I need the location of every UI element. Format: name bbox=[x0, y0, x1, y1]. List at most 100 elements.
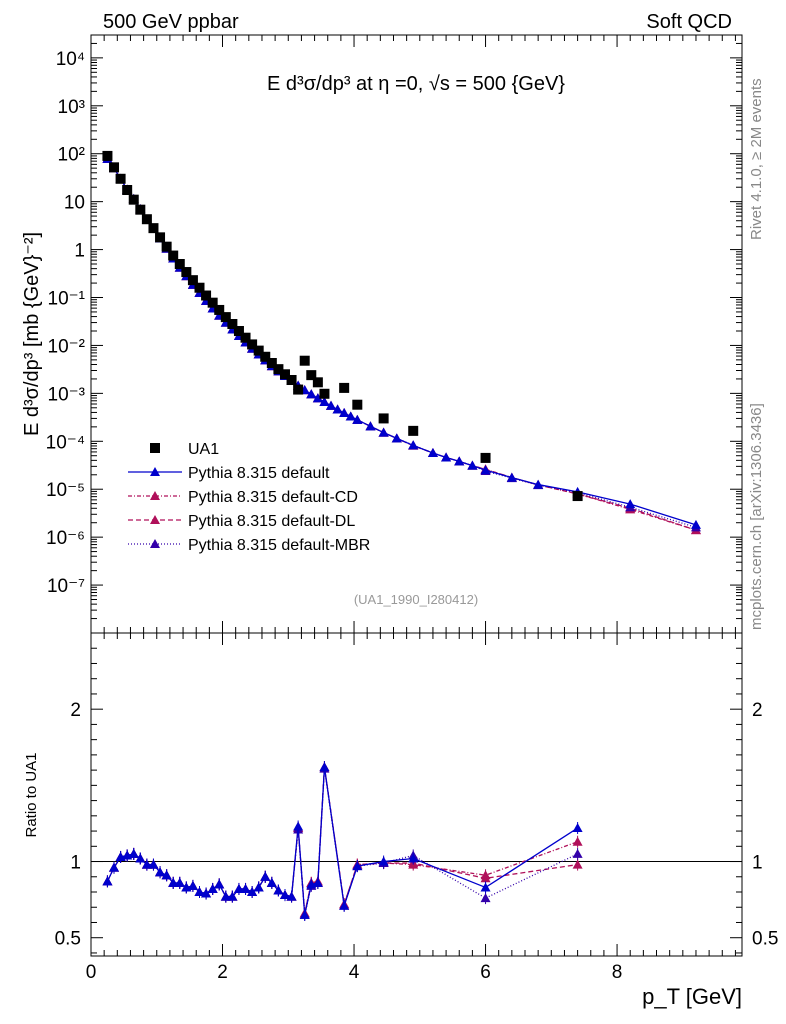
main-point-default bbox=[312, 393, 323, 403]
side-rivet-label: Rivet 4.1.0, ≥ 2M events bbox=[748, 78, 765, 240]
legend-label-data: UA1 bbox=[188, 441, 219, 458]
ratio-point-default bbox=[201, 888, 212, 898]
data-point-ua1 bbox=[286, 375, 297, 386]
data-point-ua1 bbox=[122, 185, 133, 196]
ratio-point-default bbox=[293, 821, 304, 831]
y-tick-label: 10⁴ bbox=[56, 49, 85, 70]
main-point-default bbox=[345, 411, 356, 421]
legend-label-default: Pythia 8.315 default bbox=[188, 465, 330, 482]
ratio-point-default bbox=[109, 862, 120, 872]
main-point-default bbox=[319, 397, 330, 407]
data-point-ua1 bbox=[572, 491, 583, 502]
main-point-default bbox=[625, 499, 636, 509]
data-point-ua1 bbox=[408, 425, 419, 436]
ratio-point-default bbox=[233, 883, 244, 893]
data-point-ua1 bbox=[279, 369, 290, 380]
ratio-axes: 0 2 4 6 8 0.5 0.5 1 1 2 2 bbox=[55, 633, 778, 983]
ratio-point-default bbox=[572, 823, 583, 833]
data-point-ua1 bbox=[115, 173, 126, 184]
main-point-default bbox=[326, 400, 337, 410]
ratio-y-tick-label-right: 2 bbox=[752, 700, 763, 721]
x-tick-label: 4 bbox=[349, 962, 360, 983]
ratio-point-dl bbox=[480, 873, 491, 883]
ratio-point-default bbox=[102, 876, 113, 886]
ratio-point-default bbox=[312, 877, 323, 887]
ratio-point-mbr bbox=[480, 893, 491, 903]
data-point-ua1 bbox=[266, 358, 277, 369]
ratio-point-default bbox=[141, 859, 152, 869]
ratio-point-default bbox=[279, 890, 290, 900]
main-point-default bbox=[427, 447, 438, 457]
ratio-point-cd bbox=[572, 836, 583, 846]
y-tick-label: 10⁻⁴ bbox=[46, 432, 85, 453]
y-tick-label: 10³ bbox=[58, 97, 85, 118]
ratio-point-default bbox=[227, 891, 238, 901]
data-point-ua1 bbox=[181, 267, 192, 278]
data-point-ua1 bbox=[135, 204, 146, 215]
data-point-ua1 bbox=[174, 259, 185, 270]
main-point-default bbox=[506, 472, 517, 482]
ratio-point-default bbox=[155, 867, 166, 877]
ratio-point-default bbox=[168, 877, 179, 887]
legend: UA1 Pythia 8.315 default Pythia 8.315 defa… bbox=[128, 441, 370, 554]
ratio-point-default bbox=[247, 887, 258, 897]
ratio-point-dl bbox=[572, 859, 583, 869]
main-point-default bbox=[306, 389, 317, 399]
data-point-ua1 bbox=[253, 345, 264, 356]
data-point-ua1 bbox=[306, 370, 317, 381]
data-point-ua1 bbox=[227, 319, 238, 330]
legend-label-cd: Pythia 8.315 default-CD bbox=[188, 489, 358, 506]
ratio-point-default bbox=[194, 887, 205, 897]
ratio-line-default bbox=[106, 766, 578, 916]
data-point-ua1 bbox=[168, 250, 179, 261]
ratio-y-tick-label-left: 2 bbox=[70, 700, 81, 721]
ratio-point-default bbox=[260, 871, 271, 881]
ratio-point-default bbox=[253, 882, 264, 892]
ratio-point-default bbox=[214, 879, 225, 889]
data-point-ua1 bbox=[155, 232, 166, 243]
x-tick-label: 2 bbox=[217, 962, 228, 983]
data-point-ua1 bbox=[480, 452, 491, 463]
header-right-label: Soft QCD bbox=[646, 11, 732, 33]
main-ylabel: E d³σ/dp³ [mb {GeV}⁻²] bbox=[21, 232, 43, 436]
main-point-default bbox=[339, 407, 350, 417]
ratio-point-default bbox=[161, 870, 172, 880]
legend-label-mbr: Pythia 8.315 default-MBR bbox=[188, 537, 370, 554]
ratio-point-default bbox=[220, 891, 231, 901]
main-point-default bbox=[332, 404, 343, 414]
main-point-default bbox=[533, 479, 544, 489]
data-point-ua1 bbox=[293, 384, 304, 395]
legend-marker-default bbox=[150, 467, 160, 476]
header-left-label: 500 GeV ppbar bbox=[103, 11, 239, 33]
main-point-default bbox=[467, 460, 478, 470]
ratio-point-default bbox=[319, 762, 330, 772]
ratio-point-default bbox=[240, 883, 251, 893]
ratio-point-mbr bbox=[572, 848, 583, 858]
ratio-point-default bbox=[135, 853, 146, 863]
data-point-ua1 bbox=[128, 194, 139, 205]
ratio-point-default bbox=[187, 880, 198, 890]
main-point-default bbox=[454, 456, 465, 466]
ratio-y-tick-label-right: 0.5 bbox=[752, 929, 778, 950]
data-point-ua1 bbox=[319, 388, 330, 399]
ratio-panel-frame bbox=[90, 632, 743, 957]
legend-marker-cd bbox=[150, 491, 160, 500]
data-point-ua1 bbox=[148, 223, 159, 234]
data-point-ua1 bbox=[109, 162, 120, 173]
ratio-point-default bbox=[174, 877, 185, 887]
ratio-point-default bbox=[273, 885, 284, 895]
ratio-point-default bbox=[408, 853, 419, 863]
data-point-ua1 bbox=[378, 413, 389, 424]
main-point-default bbox=[378, 427, 389, 437]
data-point-ua1 bbox=[161, 241, 172, 252]
ratio-ylabel: Ratio to UA1 bbox=[23, 752, 40, 837]
data-point-ua1 bbox=[352, 399, 363, 410]
data-point-ua1 bbox=[240, 332, 251, 343]
data-point-ua1 bbox=[220, 312, 231, 323]
ratio-y-tick-label-right: 1 bbox=[752, 853, 763, 874]
side-mcplots-label: mcplots.cern.ch [arXiv:1306.3436] bbox=[748, 403, 765, 630]
main-series bbox=[102, 150, 701, 535]
data-point-ua1 bbox=[207, 297, 218, 308]
legend-marker-ua1 bbox=[150, 443, 160, 453]
